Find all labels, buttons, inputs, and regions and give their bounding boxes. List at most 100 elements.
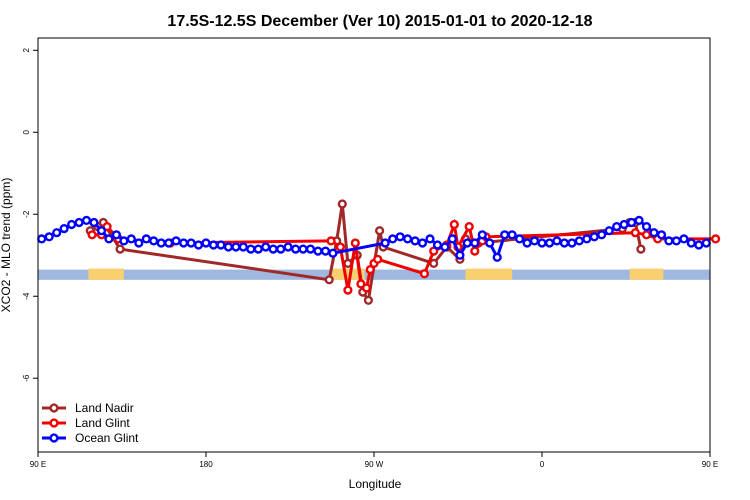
land-glint-point: [419, 269, 430, 279]
ocean-glint-point: [380, 238, 390, 248]
y-axis: 2 0 -2 -4 -6: [22, 48, 38, 382]
ocean-glint-point: [656, 230, 667, 240]
land-glint-point: [464, 222, 474, 232]
ocean-glint-point: [119, 236, 129, 246]
ocean-glint-point: [246, 244, 256, 254]
x-tick-label: 90 E: [702, 460, 718, 469]
ocean-glint-point: [604, 226, 614, 236]
land-glint-point: [630, 228, 640, 238]
land-glint-point: [361, 283, 372, 293]
ocean-glint-point: [216, 240, 226, 250]
land-nadir-point: [324, 275, 334, 285]
ocean-glint-point: [626, 217, 637, 228]
ocean-glint-point: [447, 234, 458, 244]
ocean-glint-point: [171, 236, 181, 246]
y-axis-label: XCO2 - MLO trend (ppm): [0, 178, 13, 313]
ocean-glint-point: [44, 232, 54, 242]
land-glint-point: [335, 242, 346, 252]
ocean-glint-point: [440, 242, 450, 252]
ocean-glint-point: [544, 238, 555, 248]
land-nadir-point: [375, 226, 385, 236]
ocean-glint-point: [111, 230, 122, 240]
land-glint-point: [373, 254, 383, 264]
ocean-glint-point: [522, 238, 532, 248]
ocean-glint-point: [179, 238, 189, 248]
ocean-glint-point: [253, 244, 263, 254]
legend-marker-land-glint: [49, 418, 59, 428]
ocean-glint-point: [537, 238, 547, 248]
land-segment-1: [331, 268, 365, 280]
ocean-glint-point: [701, 238, 711, 248]
land-glint-point: [641, 230, 652, 240]
legend-marker-ocean-glint: [49, 433, 59, 443]
ocean-glint-point: [671, 236, 682, 246]
land-segment-3: [629, 268, 664, 280]
ocean-glint-point: [201, 238, 211, 248]
y-tick-label: -6: [22, 374, 31, 382]
ocean-glint-point: [320, 246, 331, 256]
ocean-glint-point: [238, 242, 248, 252]
ocean-glint-point: [612, 222, 622, 232]
ocean-glint-point: [104, 234, 114, 244]
ocean-glint-point: [66, 219, 77, 230]
ocean-glint-point: [597, 230, 607, 240]
ocean-glint-point: [552, 236, 562, 246]
land-nadir-point: [115, 244, 125, 254]
legend-label-land-glint: Land Glint: [75, 416, 130, 430]
ocean-glint-point: [231, 242, 241, 252]
chart-title: 17.5S-12.5S December (Ver 10) 2015-01-01…: [167, 13, 592, 30]
land-nadir-point: [363, 295, 374, 305]
land-segment-0: [88, 268, 124, 280]
ocean-glint-point: [470, 238, 480, 248]
ocean-glint-point: [186, 238, 196, 248]
ocean-glint-point: [193, 240, 204, 250]
ocean-glint-point: [694, 240, 704, 250]
y-tick-label: 0: [22, 130, 31, 135]
land-nadir-point: [636, 244, 646, 254]
ocean-glint-point: [261, 242, 271, 252]
y-tick-label: -2: [22, 210, 31, 218]
ocean-glint-point: [156, 238, 166, 248]
ocean-glint-point: [208, 240, 219, 250]
legend-label-land-nadir: Land Nadir: [75, 401, 134, 415]
ocean-glint-point: [455, 250, 465, 260]
ocean-glint-point: [485, 238, 495, 248]
ocean-glint-point: [664, 236, 674, 246]
land-glint-point: [429, 246, 439, 256]
ocean-glint-point: [492, 252, 502, 262]
legend-label-ocean-glint: Ocean Glint: [75, 431, 139, 445]
ocean-glint-point: [619, 219, 629, 230]
land-glint-point: [449, 219, 459, 230]
ocean-glint-point: [432, 240, 443, 250]
ocean-glint-point: [74, 217, 84, 228]
land-glint-point: [343, 285, 353, 295]
ocean-glint-point: [686, 238, 696, 248]
land-glint-point: [365, 265, 375, 275]
ocean-glint-point: [164, 238, 174, 248]
x-axis: 90 E 180 90 W 0 90 E: [30, 452, 718, 469]
ocean-glint-point: [37, 234, 47, 244]
y-tick-label: 2: [22, 48, 31, 53]
ocean-glint-point: [679, 234, 689, 244]
x-tick-label: 0: [540, 460, 545, 469]
ocean-glint-point: [81, 215, 92, 226]
x-tick-label: 90 E: [30, 460, 46, 469]
ocean-glint-point: [276, 244, 286, 254]
ocean-glint-point: [141, 234, 151, 244]
ocean-glint-point: [313, 246, 323, 256]
ocean-glint-point: [462, 238, 472, 248]
land-glint-point: [350, 238, 360, 248]
ocean-glint-point: [395, 232, 405, 242]
land-glint-point: [87, 230, 97, 240]
ocean-glint-point: [477, 230, 487, 240]
ocean-glint-point: [417, 238, 428, 248]
land-nadir-point: [337, 199, 347, 209]
ocean-glint-point: [589, 232, 599, 242]
ocean-glint-point: [500, 230, 510, 240]
ocean-glint-point: [223, 242, 234, 252]
ocean-glint-point: [298, 244, 308, 254]
ocean-glint-point: [582, 234, 592, 244]
series-layer: [37, 199, 721, 305]
ocean-glint-point: [291, 244, 301, 254]
ocean-glint-point: [149, 236, 159, 246]
